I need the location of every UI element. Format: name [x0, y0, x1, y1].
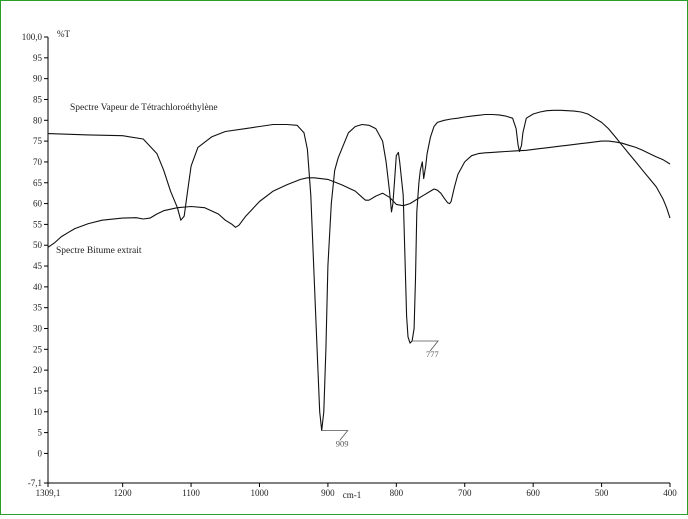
y-tick-label: 40 [33, 282, 43, 292]
x-ticks: 1309,1 1200 1100 1000 900 800 700 600 500 400 [36, 483, 677, 498]
y-tick-label: 0 [38, 448, 43, 458]
y-tick-label: 70 [33, 157, 43, 167]
y-tick-label: 55 [33, 219, 43, 229]
y-tick-label: 15 [33, 386, 43, 396]
y-tick-label: 60 [33, 199, 43, 209]
y-tick-label: 85 [33, 94, 43, 104]
x-tick-label: 1100 [182, 488, 200, 498]
y-tick-label: 75 [33, 136, 43, 146]
x-tick-label: 1000 [250, 488, 269, 498]
y-tick-label: 65 [33, 178, 43, 188]
x-tick-label: 700 [458, 488, 472, 498]
y-tick-label: -7,1 [28, 478, 42, 488]
y-tick-label: 90 [33, 74, 43, 84]
series-label-tetrachloroethylene: Spectre Vapeur de Tétrachloroéthylène [70, 103, 218, 113]
y-tick-label: 80 [33, 115, 43, 125]
y-axis-label: %T [57, 29, 70, 39]
x-tick-label: 1309,1 [36, 488, 61, 498]
x-tick-label: 900 [321, 488, 335, 498]
x-tick-label: 1200 [114, 488, 133, 498]
x-tick-label: 800 [390, 488, 404, 498]
x-tick-label: 500 [595, 488, 609, 498]
y-tick-label: 5 [38, 428, 43, 438]
series-line-tetrachloroethylene [47, 109, 671, 432]
peak-annotation-line [321, 430, 349, 441]
y-tick-label: 45 [33, 261, 43, 271]
y-tick-label: 10 [33, 407, 43, 417]
x-axis-label: cm-1 [343, 490, 362, 500]
peak-annotation-line [412, 340, 439, 352]
y-tick-label: 100,0 [22, 32, 43, 42]
x-tick-label: 600 [526, 488, 540, 498]
peak-annotation-label: 777 [426, 349, 439, 359]
series-group [47, 109, 671, 432]
x-tick-label: 400 [663, 488, 677, 498]
series-line-bitume [47, 140, 671, 248]
y-tick-label: 30 [33, 324, 43, 334]
series-label-bitume: Spectre Bitume extrait [56, 246, 142, 256]
y-tick-label: 25 [33, 344, 43, 354]
y-ticks: 100,095908580757065605550454035302520151… [22, 32, 48, 488]
y-tick-label: 35 [33, 303, 43, 313]
peak-annotation-label: 909 [336, 439, 349, 449]
y-tick-label: 20 [33, 365, 43, 375]
annotations: 909 777 [321, 340, 439, 449]
y-tick-label: 50 [33, 240, 43, 250]
y-tick-label: 95 [33, 53, 43, 63]
